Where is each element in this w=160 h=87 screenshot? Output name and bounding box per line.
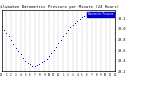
Point [48,55,50,57]
Point [102,12,105,14]
Point [7,36,10,37]
Point [31,65,34,66]
Point [107,12,109,14]
Point [12,43,15,44]
Point [78,18,81,20]
Point [36,64,38,66]
Point [26,62,29,64]
Point [40,62,43,63]
Point [17,50,20,51]
Point [85,15,88,16]
Point [95,13,98,14]
Point [50,53,53,54]
Point [90,13,93,15]
Point [55,46,57,48]
Point [15,47,17,48]
Point [100,12,102,14]
Point [52,50,55,51]
Point [19,53,22,55]
Point [0,26,3,27]
Point [33,65,36,66]
Point [57,43,60,44]
Point [67,29,69,31]
Point [74,22,76,23]
Point [22,57,24,58]
Point [3,29,5,30]
Point [71,24,74,25]
Point [5,32,8,33]
Point [97,12,100,14]
Point [24,60,27,61]
Point [93,13,95,14]
Point [69,27,72,28]
Point [60,39,62,40]
Point [112,12,114,14]
Point [104,12,107,14]
Point [29,64,31,65]
Point [81,17,83,18]
Point [64,32,67,33]
Point [76,20,79,21]
Title: Milwaukee Barometric Pressure per Minute (24 Hours): Milwaukee Barometric Pressure per Minute… [0,5,119,9]
Point [114,12,116,14]
Point [88,14,90,15]
Point [45,58,48,59]
Point [43,60,45,61]
Point [109,12,112,14]
Legend: Barometric Pressure: Barometric Pressure [87,12,114,17]
Point [62,35,64,37]
Point [38,63,41,65]
Point [10,39,12,41]
Point [83,16,86,17]
